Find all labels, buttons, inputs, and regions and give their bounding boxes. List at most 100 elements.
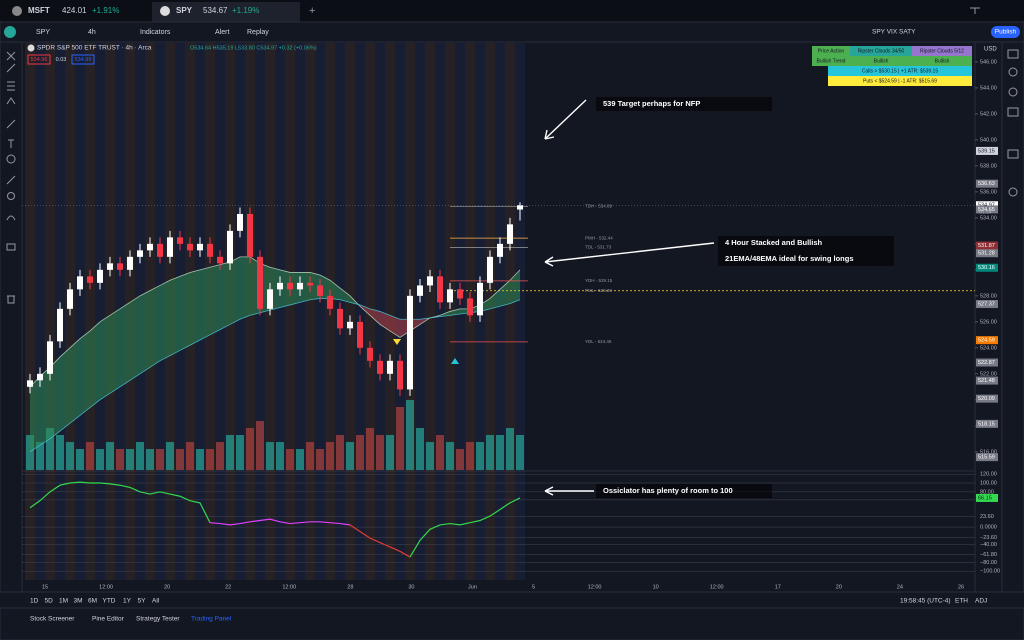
range-button[interactable]: All <box>152 598 160 605</box>
lock-icon[interactable] <box>6 243 16 251</box>
session-stripe <box>485 43 495 580</box>
signal-marker <box>451 358 459 364</box>
pattern-icon[interactable] <box>6 97 16 105</box>
toolbar-button[interactable]: Alert <box>215 29 229 36</box>
notify-icon[interactable] <box>1008 187 1018 197</box>
bottom-tab[interactable]: Strategy Tester <box>136 616 180 623</box>
candle-body <box>377 360 383 374</box>
range-button[interactable]: 1D <box>30 598 39 605</box>
ema-cloud <box>180 272 190 351</box>
alerts-icon[interactable] <box>1008 67 1018 77</box>
level-label: YDL - 524.46 <box>585 339 612 344</box>
table-text: Bullish Trend <box>817 58 846 64</box>
volume-bar <box>266 442 274 470</box>
osc-line <box>349 524 411 558</box>
session-stripe <box>25 43 35 580</box>
toolbar-symbol[interactable]: SPY <box>36 29 50 36</box>
bottom-tab[interactable]: Trading Panel <box>191 616 232 623</box>
active-tab[interactable] <box>152 2 300 22</box>
brush-icon[interactable] <box>6 119 16 129</box>
axes: 516.00518.00520.00522.00524.00526.00528.… <box>42 59 1000 590</box>
fib-icon[interactable] <box>7 81 15 91</box>
data-icon[interactable] <box>1008 87 1018 97</box>
layout-icon[interactable] <box>970 7 980 14</box>
osc-tick-label: 23.60 <box>980 514 994 520</box>
osc-tick-label: −100.00 <box>980 569 1000 575</box>
x-tick-label: 12:00 <box>710 584 724 590</box>
range-button[interactable]: 5D <box>45 598 54 605</box>
zoom-icon[interactable] <box>7 192 15 200</box>
price-label: 539.15 <box>978 148 995 154</box>
countdown: 01:14 <box>979 210 992 216</box>
new-tab[interactable]: + <box>309 5 315 17</box>
volume-bar <box>466 442 474 470</box>
price-label: 515.59 <box>978 455 995 461</box>
emoji-icon[interactable] <box>6 154 16 164</box>
price-label: 522.87 <box>978 360 995 366</box>
price-label-box <box>976 146 998 155</box>
chat-icon[interactable] <box>1007 149 1019 159</box>
arrow <box>544 486 594 496</box>
adjust-toggle[interactable]: ADJ <box>975 598 987 605</box>
cursor-icon[interactable] <box>6 51 16 61</box>
candle-body <box>347 321 353 329</box>
legend-title: SPDR S&P 500 ETF TRUST · 4h · Arca <box>37 45 152 52</box>
text-icon[interactable] <box>8 139 14 148</box>
y-tick-label: 522.00 <box>980 371 997 377</box>
price-label-box <box>976 201 998 210</box>
clock: 19:58:45 (UTC-4) <box>900 598 951 605</box>
ema-line <box>29 256 521 388</box>
x-tick-label: 12:00 <box>99 584 113 590</box>
y-tick-label: 516.00 <box>980 449 997 455</box>
toolbar-interval[interactable]: 4h <box>88 29 96 36</box>
range-button[interactable]: 5Y <box>138 598 147 605</box>
range-button[interactable]: 3M <box>74 598 83 605</box>
ema-cloud <box>450 308 460 316</box>
volume-bar <box>236 435 244 470</box>
price-label: 527.37 <box>978 301 995 307</box>
range-button[interactable]: YTD <box>103 598 116 605</box>
ema-cloud <box>200 267 210 341</box>
ema-cloud <box>500 280 510 307</box>
y-tick-label: 526.00 <box>980 319 997 325</box>
candle-body <box>67 289 73 309</box>
range-button[interactable]: 1Y <box>123 598 132 605</box>
news-icon[interactable] <box>1007 107 1019 117</box>
osc-tick-label: 120.00 <box>980 472 997 478</box>
table-cell <box>828 66 972 76</box>
bottom-tab[interactable]: Pine Editor <box>92 616 125 623</box>
tab-symbol[interactable]: SPY <box>176 6 193 15</box>
price-label: 521.48 <box>978 378 995 384</box>
avatar[interactable] <box>4 26 16 38</box>
toolbar-button[interactable]: Indicators <box>140 29 171 36</box>
trash-icon[interactable] <box>7 295 15 304</box>
layout-name[interactable]: SPY VIX SATY <box>872 29 916 36</box>
note-box <box>718 236 894 266</box>
watchlist-icon[interactable] <box>1007 49 1019 59</box>
range-button[interactable]: 1M <box>59 598 68 605</box>
level-label: PMH - 532.44 <box>585 235 613 240</box>
bottom-tab[interactable]: Stock Screener <box>30 616 75 623</box>
ema-cloud <box>150 285 160 368</box>
volume-bar <box>456 449 464 470</box>
toolbar-button[interactable]: Replay <box>247 29 269 36</box>
publish-button[interactable] <box>991 26 1020 38</box>
volume-bar <box>26 435 34 470</box>
volume-bar <box>426 442 434 470</box>
candle-body <box>477 282 483 316</box>
price-label-box <box>976 419 998 428</box>
range-button[interactable]: 6M <box>88 598 97 605</box>
trend-icon[interactable] <box>6 63 16 73</box>
right-sidebar <box>1001 41 1024 593</box>
magnet-icon[interactable] <box>6 215 16 221</box>
ruler-icon[interactable] <box>6 175 16 185</box>
candle-body <box>207 243 213 257</box>
volume-bar <box>166 442 174 470</box>
volume-bar <box>86 442 94 470</box>
publish-label[interactable]: Publish <box>995 29 1017 36</box>
arrow <box>544 242 715 267</box>
session-toggle[interactable]: ETH <box>955 598 968 605</box>
tab-symbol[interactable]: MSFT <box>28 6 50 15</box>
table-text: Price Action <box>818 48 845 54</box>
volume-bar <box>256 421 264 470</box>
